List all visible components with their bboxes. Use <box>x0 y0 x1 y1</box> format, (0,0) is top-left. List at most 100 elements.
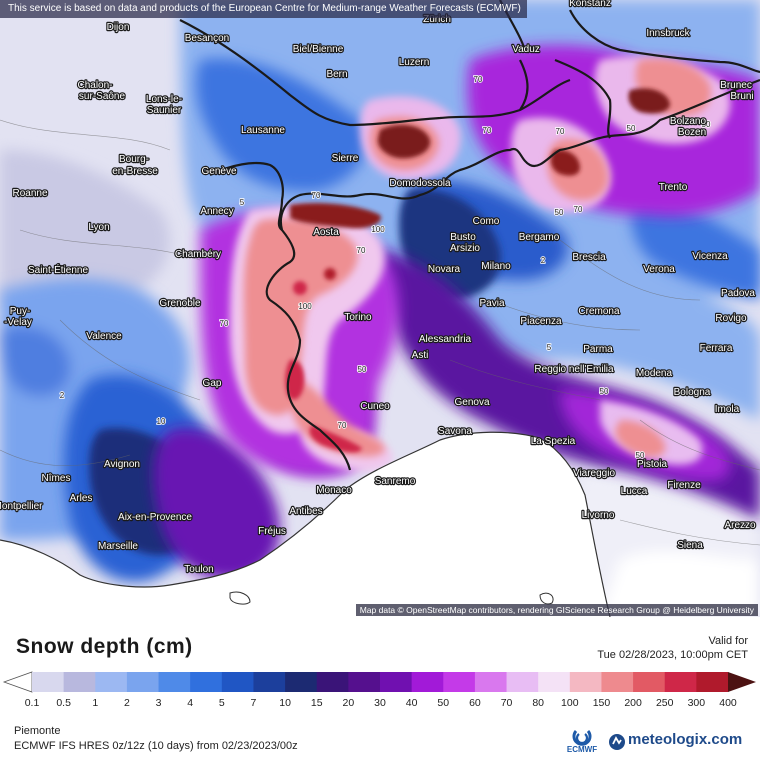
contour-label: 50 <box>358 365 367 374</box>
city-label: Dijon <box>107 22 130 33</box>
scale-tick-label: 5 <box>218 697 225 709</box>
city-label: en-Bresse <box>112 166 158 177</box>
scale-swatch <box>63 672 96 692</box>
scale-swatch <box>316 672 349 692</box>
map-attribution[interactable]: Map data © OpenStreetMap contributors, r… <box>355 604 758 616</box>
city-label: Cremona <box>578 306 620 317</box>
country-borders <box>179 0 760 471</box>
city-label: Antibes <box>289 506 322 517</box>
city-label: Monaco <box>316 485 352 496</box>
scale-tick-label: 80 <box>532 697 545 709</box>
city-label: Valence <box>86 331 122 342</box>
city-label: Aosta <box>313 227 339 238</box>
scale-tick-label: 70 <box>500 697 513 709</box>
scale-tick-label: 15 <box>310 697 323 709</box>
legend-panel: Snow depth (cm) Valid for Tue 02/28/2023… <box>0 617 760 760</box>
island <box>229 591 251 605</box>
scale-tick-label: 150 <box>592 697 611 709</box>
city-label: Pavia <box>479 298 504 309</box>
city-label: sur-Saône <box>79 91 126 102</box>
scale-tick-label: 250 <box>655 697 674 709</box>
city-label: Innsbruck <box>646 28 690 39</box>
city-label: Saunier <box>147 105 182 116</box>
meteologix-logo-icon[interactable] <box>608 731 754 753</box>
city-label: Besançon <box>185 33 229 44</box>
scale-tick-label: 20 <box>342 697 355 709</box>
city-label: Genova <box>454 397 489 408</box>
scale-swatch <box>696 672 729 692</box>
model-run-info: ECMWF IFS HRES 0z/12z (10 days) from 02/… <box>14 740 298 752</box>
meteologix-logo-text[interactable]: meteologix.com <box>628 731 743 748</box>
city-label: Konstanz <box>569 0 611 9</box>
city-label: Sanremo <box>375 476 416 487</box>
city-label: Grenoble <box>159 298 201 309</box>
contour-label: 70 <box>574 205 583 214</box>
city-label: Vaduz <box>512 44 540 55</box>
city-label: Domodossola <box>389 178 451 189</box>
city-label: Toulon <box>184 564 213 575</box>
city-label: Avignon <box>104 459 140 470</box>
scale-tick-label: 50 <box>437 697 450 709</box>
ecmwf-logo-icon[interactable] <box>562 727 602 757</box>
contour-label: 50 <box>555 208 564 217</box>
city-label: Pistoia <box>637 459 667 470</box>
contour-labels: 70 70 70 50 50 70 5 100 70 50 70 2 100 70 50 70 10 2 5 50 50 <box>59 74 712 461</box>
city-label: Torino <box>344 312 372 323</box>
island <box>539 592 554 605</box>
contour-label: 50 <box>636 451 645 460</box>
scale-swatch <box>348 672 381 692</box>
city-label: Luzern <box>399 57 430 68</box>
city-label: Trento <box>659 182 688 193</box>
scale-swatch <box>506 672 539 692</box>
contour-label: 70 <box>483 126 492 135</box>
contour-label: 50 <box>627 124 636 133</box>
scale-swatch <box>126 672 160 692</box>
scale-tick-label: 4 <box>187 697 194 709</box>
scale-swatch <box>411 672 444 692</box>
scale-tick-label: 3 <box>155 697 162 709</box>
city-label: Busto <box>450 232 476 243</box>
contour-label: 100 <box>371 225 385 234</box>
city-label: Fréjus <box>258 526 286 537</box>
city-label: Nîmes <box>42 473 71 484</box>
city-label: Brunec <box>720 80 752 91</box>
scale-swatch <box>221 672 254 692</box>
sea-area <box>0 432 610 617</box>
city-label: Bergamo <box>519 232 560 243</box>
scale-tick-label: 400 <box>719 697 737 709</box>
city-label: Novara <box>428 264 461 275</box>
city-label: Piacenza <box>520 316 562 327</box>
scale-swatch <box>443 672 476 692</box>
city-label: Roanne <box>12 188 47 199</box>
legend-title: Snow depth (cm) <box>16 635 193 658</box>
city-label: Genève <box>201 166 236 177</box>
scale-swatch <box>380 672 413 692</box>
coast-line <box>0 431 611 617</box>
map-canvas: 70 70 70 50 50 70 5 100 70 50 70 2 100 70 50 70 10 2 5 50 50… <box>0 0 760 617</box>
city-label: Verona <box>643 264 675 275</box>
city-label: Saint-Étienne <box>28 263 88 276</box>
city-label: Marseille <box>98 541 138 552</box>
scale-tick-label: 0.5 <box>56 697 71 709</box>
scale-swatch <box>601 672 634 692</box>
contour-label: 70 <box>312 191 321 200</box>
contour-label: 5 <box>240 198 245 207</box>
snow-depth-map[interactable]: 70 70 70 50 50 70 5 100 70 50 70 2 100 70 50 70 10 2 5 50 50… <box>0 0 760 617</box>
region-borders <box>0 119 760 546</box>
city-label: Biel/Bienne <box>293 44 344 55</box>
city-label: Bourg- <box>119 154 149 165</box>
city-label: Lons-le- <box>146 94 182 105</box>
scale-tick-label: 30 <box>374 697 386 709</box>
color-scale-ticks: 0.1 0.5 1 2 3 4 5 7 10 15 20 30 40 50 60 70 80 100 150 200 2… <box>0 697 760 711</box>
city-label: Milano <box>481 261 511 272</box>
city-label: Cuneo <box>360 401 390 412</box>
city-label: Arles <box>70 493 93 504</box>
scale-swatch <box>538 672 571 692</box>
scale-swatch <box>95 672 128 692</box>
city-label: Gap <box>203 378 222 389</box>
contour-label: 5 <box>547 343 552 352</box>
city-label: Modena <box>636 368 673 379</box>
city-label: Arezzo <box>724 520 756 531</box>
scale-tick-label: 60 <box>469 697 481 709</box>
scale-tick-label: 200 <box>624 697 642 709</box>
